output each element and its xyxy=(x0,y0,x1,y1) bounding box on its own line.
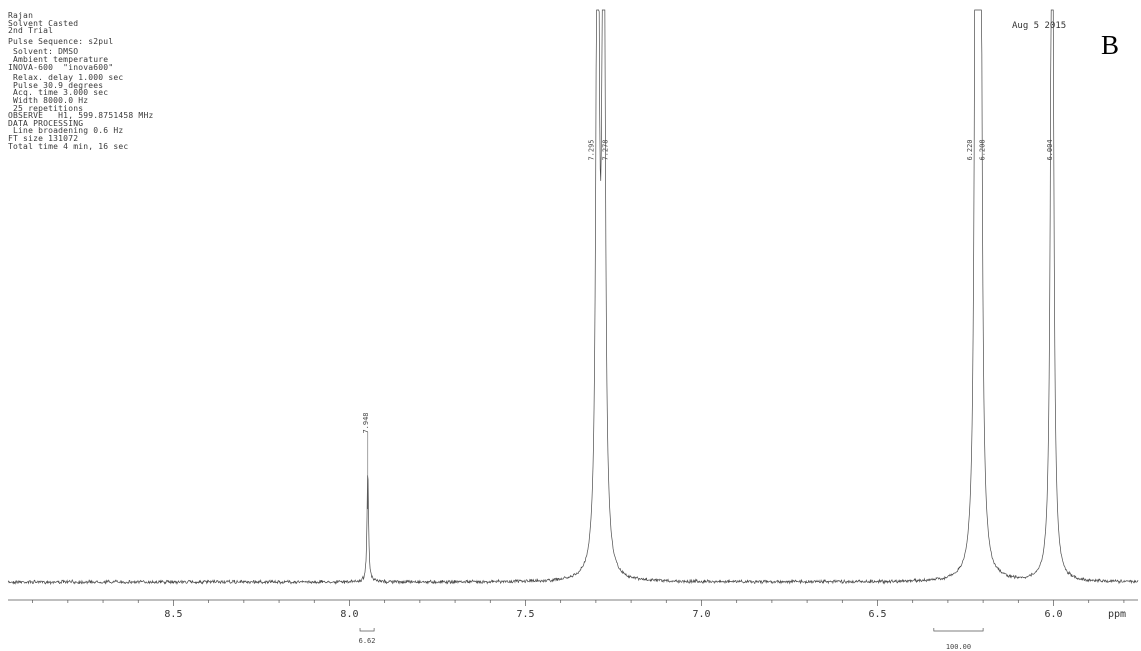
integral-bracket xyxy=(933,628,984,632)
x-tick-label: 7.0 xyxy=(692,609,710,620)
parameter-line: INOVA-600 "inova600" xyxy=(8,62,114,72)
parameter-line: Relax. delay 1.000 sec xyxy=(8,73,124,83)
peak-label: 7.948 xyxy=(362,412,370,433)
x-tick-label: 6.5 xyxy=(868,609,886,620)
parameter-line: Acq. time 3.000 sec xyxy=(8,88,109,98)
parameter-line: Solvent Casted xyxy=(8,18,79,28)
x-tick-label: 7.5 xyxy=(516,609,534,620)
parameter-line: Width 8000.0 Hz xyxy=(8,95,89,105)
x-tick-label: 6.0 xyxy=(1044,609,1062,620)
integral-value: 6.62 xyxy=(359,637,376,645)
parameter-line: Solvent: DMSO xyxy=(8,47,79,57)
parameter-line: Ambient temperature xyxy=(8,54,109,64)
peak-label: 6.004 xyxy=(1046,139,1054,160)
parameter-line: Pulse Sequence: s2pul xyxy=(8,36,114,46)
peak-label: 7.295 xyxy=(588,139,596,160)
parameter-line: Total time 4 min, 16 sec xyxy=(8,141,129,151)
parameter-line: FT size 131072 xyxy=(8,133,79,143)
parameter-line: DATA PROCESSING xyxy=(8,118,84,128)
x-tick-label: 8.5 xyxy=(164,609,182,620)
acquisition-parameters: Rajan Solvent Casted 2nd Trial Pulse Seque… xyxy=(8,12,153,150)
x-tick-label: 8.0 xyxy=(340,609,358,620)
integral-bracket xyxy=(359,628,375,632)
parameter-line: Pulse 30.9 degrees xyxy=(8,80,104,90)
spectrum-trace xyxy=(7,9,1139,586)
peak-label: 6.208 xyxy=(978,139,986,160)
integral-value: 100.00 xyxy=(946,643,971,651)
parameter-line: OBSERVE H1, 599.8751458 MHz xyxy=(8,111,154,121)
panel-letter: B xyxy=(1101,30,1120,60)
parameter-line: 2nd Trial xyxy=(8,26,54,36)
acquisition-date: Aug 5 2015 xyxy=(1012,21,1067,31)
parameter-line: 25 repetitions xyxy=(8,103,84,113)
parameter-line: Line broadening 0.6 Hz xyxy=(8,126,124,136)
peak-label: 6.220 xyxy=(966,139,974,160)
x-axis-label: ppm xyxy=(1108,609,1126,620)
peak-label: 7.278 xyxy=(602,139,610,160)
parameter-line: Rajan xyxy=(8,11,34,20)
